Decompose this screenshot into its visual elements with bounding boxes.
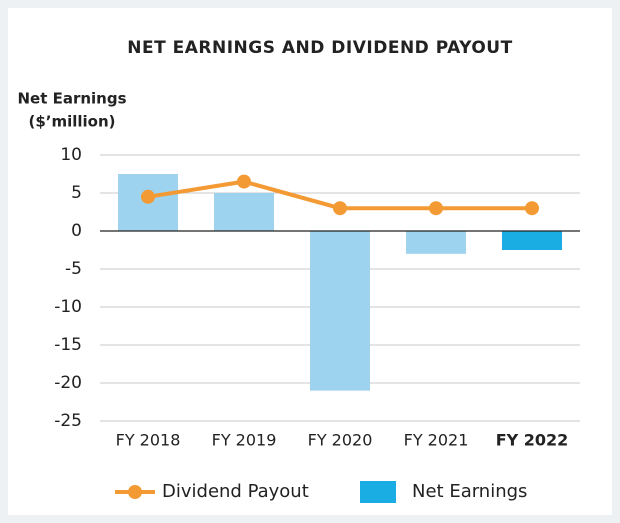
y-tick-label: -20 <box>54 373 82 393</box>
y-tick-label: -15 <box>54 335 82 355</box>
legend-label: Dividend Payout <box>162 481 309 502</box>
y-tick-label: -25 <box>54 411 82 431</box>
line-marker <box>525 201 539 216</box>
y-tick-label: -5 <box>65 259 82 279</box>
bar <box>310 231 370 391</box>
line-marker <box>141 189 155 204</box>
y-tick-label: 5 <box>71 183 82 203</box>
y-tick-label: -10 <box>54 297 82 317</box>
legend-swatch <box>128 485 142 499</box>
x-tick-label: FY 2022 <box>496 431 569 450</box>
y-axis-label: ($’million) <box>28 113 115 131</box>
x-tick-label: FY 2020 <box>308 431 373 450</box>
legend-swatch <box>360 481 396 503</box>
line-marker <box>237 174 251 189</box>
bar <box>406 231 466 254</box>
line-marker <box>333 201 347 216</box>
bar <box>502 231 562 250</box>
y-tick-label: 0 <box>71 221 82 241</box>
x-tick-label: FY 2018 <box>116 431 181 450</box>
y-tick-label: 10 <box>60 145 82 165</box>
legend-label: Net Earnings <box>412 481 527 502</box>
x-tick-label: FY 2021 <box>404 431 469 450</box>
chart-title: NET EARNINGS AND DIVIDEND PAYOUT <box>127 38 512 58</box>
bar <box>214 193 274 231</box>
x-tick-label: FY 2019 <box>212 431 277 450</box>
y-axis-label: Net Earnings <box>17 90 126 108</box>
line-marker <box>429 201 443 216</box>
